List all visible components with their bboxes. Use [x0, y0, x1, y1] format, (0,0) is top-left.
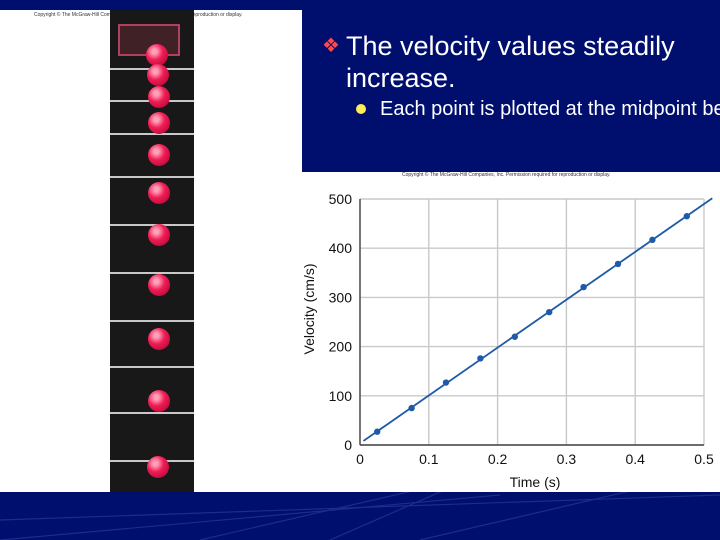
bullet-dot-icon — [356, 104, 366, 114]
data-point — [511, 333, 518, 340]
series-line — [362, 197, 713, 442]
ball — [148, 86, 170, 108]
ball — [148, 274, 170, 296]
x-tick-label: 0.2 — [488, 451, 508, 467]
data-point — [614, 260, 622, 268]
x-tick-label: 0.1 — [419, 451, 439, 467]
ball — [146, 44, 168, 66]
ball — [148, 390, 170, 412]
ball — [148, 328, 170, 350]
ruler-line — [110, 272, 194, 274]
data-point — [408, 404, 415, 412]
ball — [147, 456, 169, 478]
data-point — [546, 308, 553, 316]
velocity-chart-panel: Copyright © The McGraw-Hill Companies, I… — [302, 172, 720, 492]
ball — [148, 144, 170, 166]
ruler-line — [110, 366, 194, 368]
ruler-line — [110, 320, 194, 322]
data-point — [649, 236, 656, 244]
ruler-line — [110, 412, 194, 414]
data-point — [442, 379, 450, 386]
ruler-line — [110, 133, 194, 135]
y-axis-label: Velocity (cm/s) — [302, 263, 317, 354]
data-point — [683, 213, 690, 220]
x-axis-label: Time (s) — [510, 474, 561, 490]
y-tick-label: 300 — [329, 289, 353, 305]
y-tick-label: 200 — [329, 339, 353, 355]
x-tick-label: 0.5 — [694, 451, 714, 467]
y-tick-label: 0 — [344, 437, 352, 453]
x-tick-label: 0.4 — [625, 451, 645, 467]
data-point — [374, 428, 381, 435]
data-point — [580, 283, 587, 291]
x-tick-label: 0.3 — [557, 451, 577, 467]
ball — [148, 224, 170, 246]
y-tick-label: 400 — [329, 240, 353, 256]
ruler-line — [110, 176, 194, 178]
bullet-diamond-icon: ❖ — [322, 35, 340, 57]
ball — [147, 64, 169, 86]
chart-copyright: Copyright © The McGraw-Hill Companies, I… — [402, 172, 611, 178]
sub-bullet-text: Each point is plotted at the midpoint be… — [380, 98, 720, 120]
x-tick-label: 0 — [356, 451, 364, 467]
falling-ball-strobe-photo — [110, 10, 194, 492]
main-bullet-text: The velocity values steadily increase. — [346, 31, 675, 93]
ball — [148, 182, 170, 204]
y-tick-label: 500 — [329, 191, 353, 207]
data-point — [477, 355, 484, 362]
ball — [148, 112, 170, 134]
velocity-time-chart: 0 0.1 0.2 0.3 0.4 0.5 0 100 200 300 400 500 Time (s… — [302, 191, 714, 490]
y-tick-label: 100 — [329, 388, 353, 404]
